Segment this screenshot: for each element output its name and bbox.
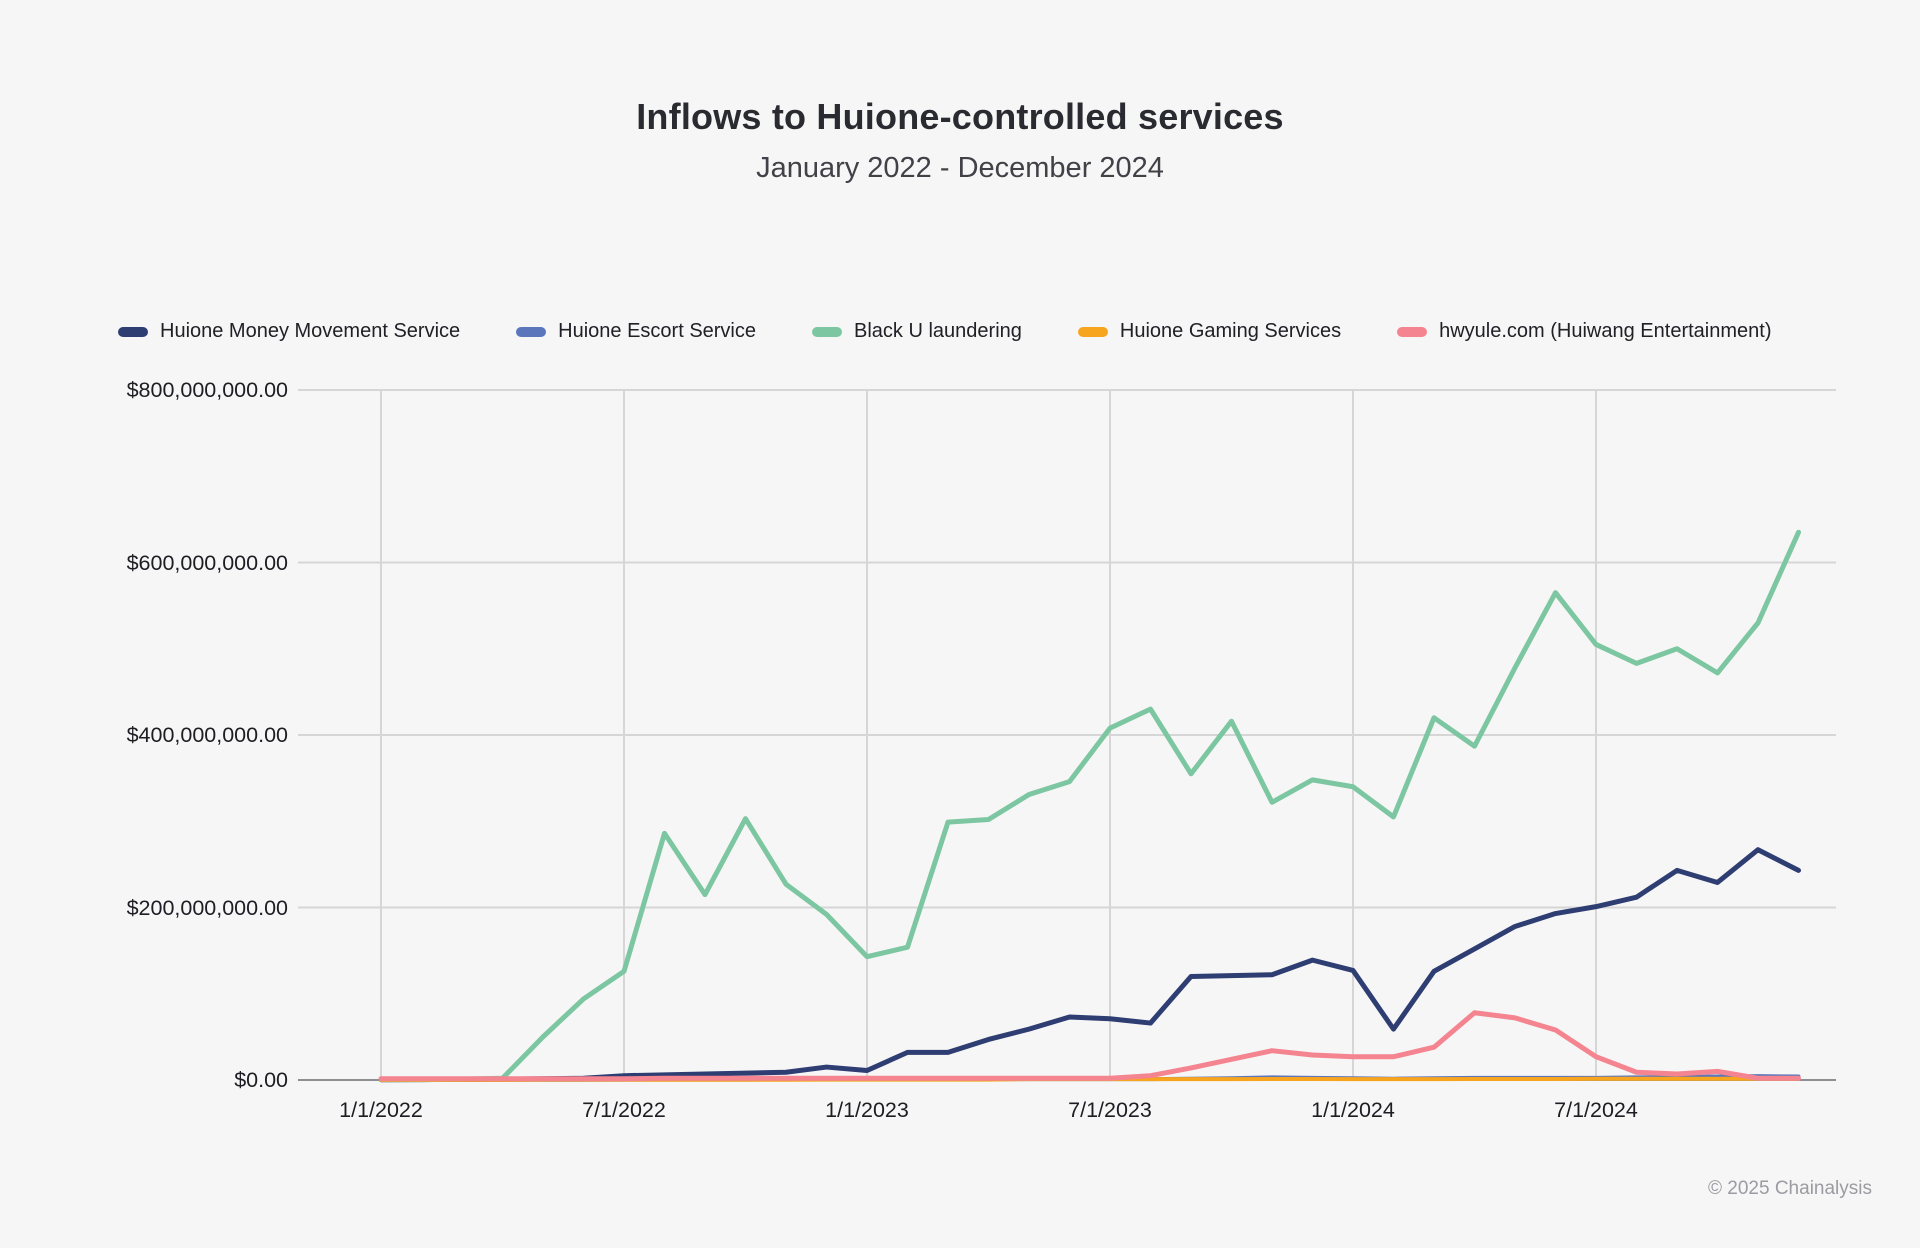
y-tick-label: $400,000,000.00 <box>126 723 288 747</box>
series-line <box>378 847 1801 1083</box>
x-tick-label: 7/1/2022 <box>582 1098 666 1122</box>
legend-item: Huione Gaming Services <box>1077 320 1342 343</box>
y-tick-label: $200,000,000.00 <box>126 895 288 920</box>
legend-item: Huione Escort Service <box>516 320 756 343</box>
x-tick-label: 1/1/2024 <box>1311 1098 1395 1122</box>
legend-swatch-icon <box>516 326 547 337</box>
chart-title: Inflows to Huione-controlled services <box>636 96 1284 137</box>
legend-item: Black U laundering <box>812 320 1022 343</box>
legend: Huione Money Movement Service Huione Esco… <box>118 320 1771 343</box>
x-tick-label: 7/1/2023 <box>1068 1098 1152 1122</box>
legend-swatch-icon <box>1397 326 1428 337</box>
legend-label: hwyule.com (Huiwang Entertainment) <box>1439 320 1772 342</box>
series-line <box>378 529 1801 1083</box>
y-tick-label: $800,000,000.00 <box>126 378 288 402</box>
chart-subtitle: January 2022 - December 2024 <box>756 152 1164 184</box>
legend-label: Huione Money Movement Service <box>160 320 461 342</box>
legend-swatch-icon <box>1077 326 1108 337</box>
legend-label: Huione Gaming Services <box>1119 320 1342 342</box>
legend-item: hwyule.com (Huiwang Entertainment) <box>1397 320 1771 343</box>
legend-label: Black U laundering <box>854 320 1022 342</box>
x-tick-label: 7/1/2024 <box>1554 1098 1638 1122</box>
legend-label: Huione Escort Service <box>558 320 757 342</box>
legend-item: Huione Money Movement Service <box>118 320 460 343</box>
x-tick-label: 1/1/2022 <box>339 1098 423 1122</box>
series-line <box>378 1010 1801 1082</box>
legend-swatch-icon <box>118 326 148 337</box>
y-tick-label: $600,000,000.00 <box>126 550 288 575</box>
copyright-text: © 2025 Chainalysis <box>1708 1178 1872 1199</box>
y-tick-label: $0.00 <box>234 1068 288 1092</box>
legend-swatch-icon <box>812 326 843 337</box>
x-tick-label: 1/1/2023 <box>825 1098 909 1122</box>
